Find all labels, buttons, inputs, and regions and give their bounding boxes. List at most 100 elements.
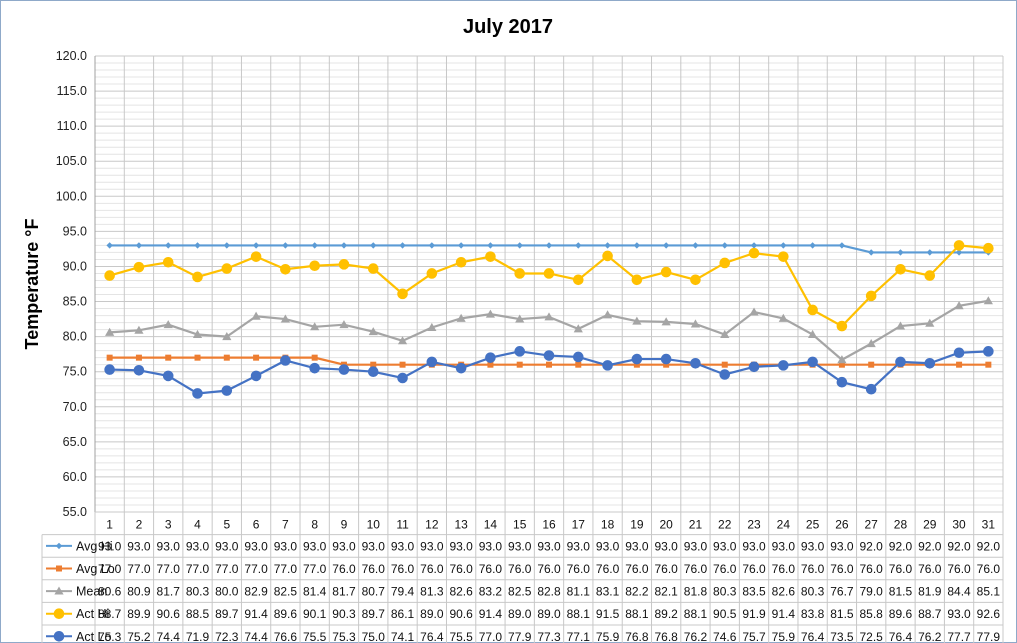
x-tick-label: 21 xyxy=(689,517,703,531)
data-label: 76.4 xyxy=(420,630,444,643)
data-label: 76.0 xyxy=(977,562,1001,576)
data-point xyxy=(543,268,555,279)
data-label: 93.0 xyxy=(947,607,971,621)
data-point xyxy=(926,249,933,256)
data-point xyxy=(780,242,787,249)
data-label: 83.1 xyxy=(596,585,620,599)
data-point xyxy=(456,313,466,322)
x-tick-label: 9 xyxy=(341,517,348,531)
data-point xyxy=(956,361,963,368)
legend-label: Act Hi xyxy=(76,607,109,621)
data-label: 88.5 xyxy=(186,607,210,621)
data-label: 77.0 xyxy=(98,562,122,576)
data-point xyxy=(662,242,670,249)
data-label: 93.0 xyxy=(215,539,239,553)
data-point xyxy=(748,361,760,373)
data-point xyxy=(748,247,760,259)
data-point xyxy=(162,370,174,382)
data-label: 80.9 xyxy=(127,585,151,599)
data-label: 75.5 xyxy=(303,630,327,643)
data-point xyxy=(428,242,436,249)
data-point xyxy=(895,321,906,330)
data-label: 91.4 xyxy=(772,607,796,621)
data-label: 91.9 xyxy=(742,607,766,621)
data-label: 90.3 xyxy=(332,607,356,621)
data-label: 93.0 xyxy=(362,539,386,553)
grid xyxy=(94,55,1004,643)
data-point xyxy=(749,307,759,316)
data-label: 76.0 xyxy=(918,562,942,576)
data-label: 91.5 xyxy=(596,607,620,621)
data-label: 75.9 xyxy=(772,630,796,643)
data-point xyxy=(310,322,320,331)
data-point xyxy=(426,268,438,279)
data-label: 89.0 xyxy=(537,607,561,621)
data-point xyxy=(838,242,846,249)
y-axis-label: Temperature °F xyxy=(22,219,42,350)
data-point xyxy=(370,361,377,368)
data-label: 89.6 xyxy=(274,607,298,621)
data-label: 93.0 xyxy=(332,539,356,553)
data-label: 76.2 xyxy=(684,630,708,643)
data-point xyxy=(604,242,611,249)
y-tick-label: 95.0 xyxy=(63,224,87,238)
data-label: 88.7 xyxy=(918,607,942,621)
data-label: 90.6 xyxy=(449,607,473,621)
data-label: 76.0 xyxy=(860,562,884,576)
x-tick-label: 15 xyxy=(513,517,527,531)
data-point xyxy=(692,242,699,249)
data-label: 81.5 xyxy=(830,607,854,621)
data-label: 76.0 xyxy=(537,562,561,576)
x-tick-label: 29 xyxy=(923,517,937,531)
legend-key-marker xyxy=(55,542,63,550)
data-point xyxy=(633,242,641,249)
data-point xyxy=(455,362,467,374)
x-tick-label: 28 xyxy=(894,517,908,531)
data-point xyxy=(280,263,291,275)
data-point xyxy=(953,347,965,359)
data-label: 82.9 xyxy=(244,585,268,599)
data-point xyxy=(721,361,728,368)
data-point xyxy=(455,256,467,268)
data-point xyxy=(280,314,290,323)
data-label: 93.0 xyxy=(303,539,327,553)
data-point xyxy=(163,320,173,329)
legend-key-marker xyxy=(54,586,64,595)
data-label: 81.3 xyxy=(420,585,444,599)
data-label: 76.8 xyxy=(625,630,649,643)
data-label: 83.8 xyxy=(801,607,825,621)
data-point xyxy=(487,242,494,249)
data-point xyxy=(836,320,848,332)
data-label: 75.2 xyxy=(127,630,151,643)
y-tick-label: 70.0 xyxy=(63,400,87,414)
data-label: 80.7 xyxy=(362,585,386,599)
x-tick-label: 4 xyxy=(194,517,201,531)
data-point xyxy=(487,361,494,368)
x-tick-label: 25 xyxy=(806,517,820,531)
data-point xyxy=(515,314,525,323)
x-tick-label: 19 xyxy=(630,517,644,531)
data-point xyxy=(516,242,523,249)
data-point xyxy=(399,242,406,249)
data-label: 89.2 xyxy=(654,607,678,621)
data-label: 76.0 xyxy=(772,562,796,576)
x-tick-label: 31 xyxy=(982,517,996,531)
data-point xyxy=(572,351,584,363)
data-label: 77.0 xyxy=(215,562,239,576)
data-label: 90.5 xyxy=(713,607,737,621)
series-lines xyxy=(104,240,994,399)
data-point xyxy=(720,329,730,338)
data-label: 91.4 xyxy=(244,607,268,621)
data-label: 88.1 xyxy=(625,607,649,621)
data-label: 76.0 xyxy=(449,562,473,576)
data-label: 75.7 xyxy=(742,630,766,643)
x-tick-label: 12 xyxy=(425,517,439,531)
data-label: 92.0 xyxy=(860,539,884,553)
y-tick-label: 120.0 xyxy=(56,49,87,63)
x-tick-label: 30 xyxy=(952,517,966,531)
data-point xyxy=(808,329,818,338)
y-tick-label: 65.0 xyxy=(63,435,87,449)
data-point xyxy=(544,312,554,321)
data-label: 93.0 xyxy=(479,539,503,553)
data-label: 91.4 xyxy=(479,607,503,621)
